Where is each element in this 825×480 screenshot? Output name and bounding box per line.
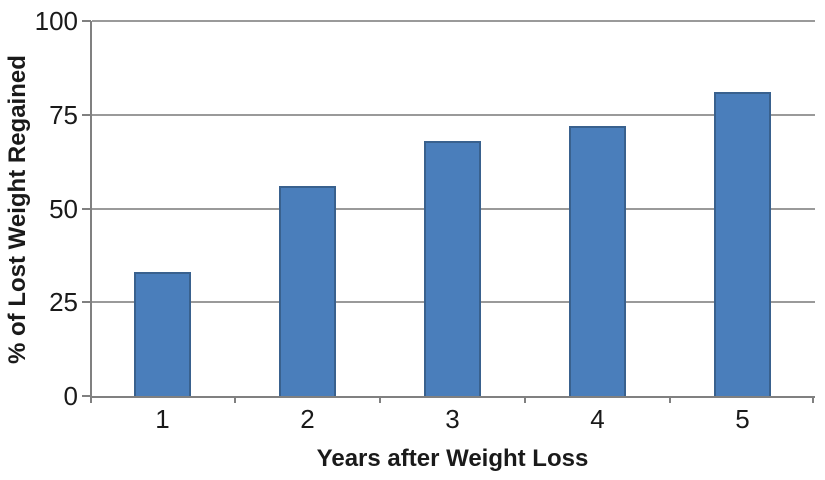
y-tick-label-100: 100 (34, 6, 78, 36)
bar-year-1 (134, 272, 191, 396)
y-tick-label-0: 0 (63, 381, 78, 411)
bar-year-2 (279, 186, 336, 396)
x-axis-labels: 1 2 3 4 5 (90, 404, 815, 436)
bar-year-3 (424, 141, 481, 396)
x-tick-label-5: 5 (735, 404, 750, 434)
y-tick-label-25: 25 (49, 287, 78, 318)
y-tick-label-75: 75 (49, 99, 78, 130)
x-tick-3 (524, 396, 526, 403)
y-tick-75 (82, 113, 91, 116)
x-axis-title: Years after Weight Loss (316, 445, 589, 472)
x-tick-0 (90, 396, 92, 403)
bar-year-5 (714, 92, 771, 396)
x-tick-label-3: 3 (445, 404, 460, 434)
x-tick-1 (234, 396, 236, 403)
gridline-100 (92, 20, 815, 22)
x-tick-5 (812, 396, 814, 403)
y-tick-50 (82, 207, 91, 210)
x-tick-label-2: 2 (300, 404, 315, 434)
x-tick-4 (669, 396, 671, 403)
bar-year-4 (569, 126, 626, 396)
x-tick-label-4: 4 (590, 404, 605, 434)
y-tick-100 (82, 20, 91, 22)
x-tick-2 (379, 396, 381, 403)
y-tick-label-50: 50 (49, 193, 78, 224)
gridline-75 (92, 113, 815, 116)
y-tick-0 (82, 395, 91, 397)
y-tick-25 (82, 301, 91, 304)
x-tick-label-1: 1 (155, 404, 170, 434)
plot-area (90, 20, 815, 398)
